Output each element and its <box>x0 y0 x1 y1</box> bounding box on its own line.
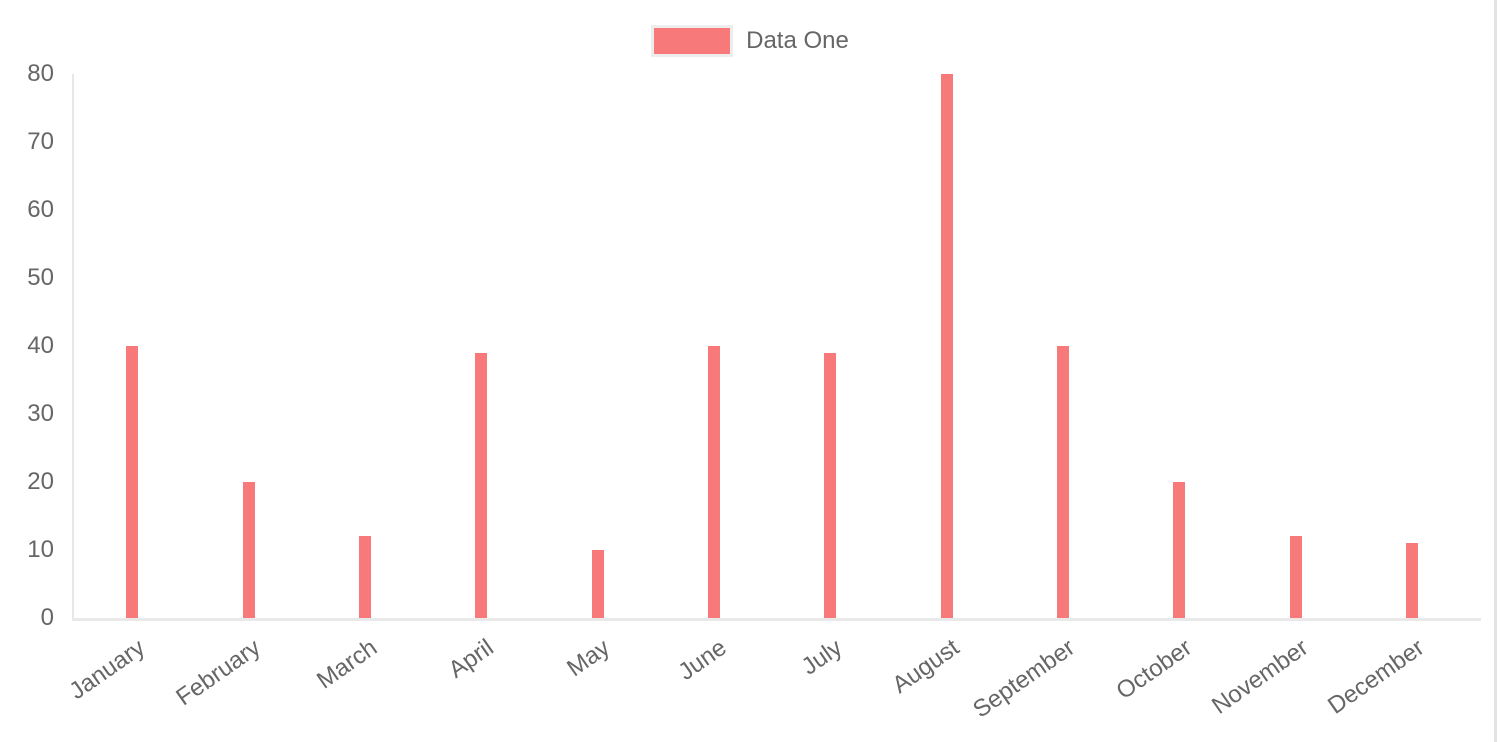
page-right-border <box>1494 0 1497 742</box>
x-axis-label-august: August <box>887 634 964 699</box>
legend-item-data-one[interactable]: Data One <box>651 25 849 57</box>
x-axis-label-april: April <box>443 634 499 684</box>
legend-label: Data One <box>746 27 849 54</box>
chart-legend: Data One <box>0 25 1500 57</box>
x-axis-label-october: October <box>1111 634 1197 706</box>
x-axis-label-december: December <box>1323 634 1430 720</box>
x-axis-label-july: July <box>797 634 848 681</box>
bar-april <box>475 352 488 618</box>
x-axis-label-june: June <box>673 634 732 686</box>
bar-january <box>126 346 139 618</box>
y-axis-tick-label: 60 <box>27 196 54 223</box>
x-axis-label-may: May <box>562 634 615 683</box>
bar-february <box>242 482 255 618</box>
bar-june <box>707 346 720 618</box>
bar-december <box>1405 543 1418 618</box>
bar-march <box>358 536 371 618</box>
y-axis-tick-label: 10 <box>27 536 54 563</box>
x-axis-label-january: January <box>64 634 150 706</box>
y-axis-tick-label: 80 <box>27 60 54 87</box>
y-axis-tick-label: 50 <box>27 264 54 291</box>
x-axis-label-march: March <box>312 634 383 695</box>
bar-may <box>591 550 604 618</box>
bar-september <box>1056 346 1069 618</box>
bar-october <box>1173 482 1186 618</box>
y-axis-tick-label: 40 <box>27 332 54 359</box>
y-axis-tick-label: 70 <box>27 128 54 155</box>
bar-november <box>1289 536 1302 618</box>
legend-swatch <box>651 25 734 57</box>
bar-august <box>940 74 953 618</box>
x-axis-label-september: September <box>968 634 1081 724</box>
y-axis-tick-label: 20 <box>27 468 54 495</box>
y-axis-tick-label: 0 <box>40 604 54 631</box>
x-axis-label-november: November <box>1206 634 1313 720</box>
y-axis-line <box>72 74 74 620</box>
x-axis-line <box>72 618 1481 621</box>
x-axis-label-february: February <box>171 634 266 712</box>
y-axis-tick-label: 30 <box>27 400 54 427</box>
bar-july <box>824 352 837 618</box>
